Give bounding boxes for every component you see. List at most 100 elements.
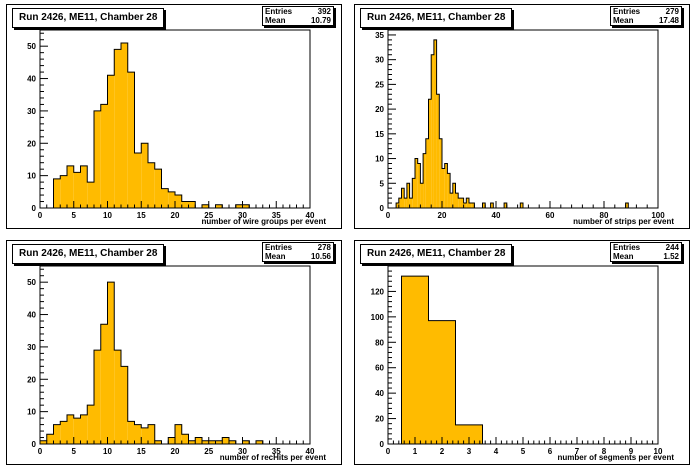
histogram-bar: [134, 424, 142, 444]
x-tick-label: 60: [546, 211, 555, 220]
histogram-bar: [460, 198, 464, 208]
histogram-bar: [442, 168, 445, 208]
x-axis-label: number of recHits per event: [219, 453, 326, 462]
histogram-bar: [73, 418, 81, 444]
histogram-bar: [256, 440, 263, 444]
histogram-bar: [202, 440, 209, 444]
panel-title: Run 2426, ME11, Chamber 28: [12, 244, 165, 264]
histogram-bar: [181, 434, 189, 444]
y-tick-label: 0: [380, 204, 385, 213]
x-tick-label: 8: [602, 447, 607, 456]
mean-value: 17.48: [658, 16, 679, 25]
histogram-bar: [242, 440, 250, 444]
entries-label: Entries: [613, 7, 641, 16]
y-tick-label: 40: [27, 75, 36, 84]
histogram-bar: [490, 203, 494, 208]
histogram-bar: [235, 204, 243, 208]
mean-label: Mean: [613, 16, 634, 25]
x-tick-label: 0: [386, 447, 391, 456]
histogram-bar: [100, 104, 108, 208]
histogram-bar: [452, 183, 456, 208]
y-tick-label: 10: [27, 408, 36, 417]
histogram-bar: [412, 178, 415, 208]
histogram-bar: [455, 193, 459, 208]
histogram-strips: 0 20 40 60 80 100 0 5 10 15 20 25 30 35: [354, 4, 690, 229]
stats-box: Entries 279 Mean 17.48: [610, 6, 682, 26]
x-axis-label: number of strips per event: [573, 217, 674, 226]
y-tick-label: 50: [27, 42, 36, 51]
histogram-bar: [436, 94, 440, 208]
y-tick-label: 40: [27, 311, 36, 320]
x-tick-label: 0: [386, 211, 391, 220]
y-tick-label: 30: [27, 107, 36, 116]
y-tick-label: 100: [371, 313, 385, 322]
histogram-bar: [401, 276, 429, 444]
panel-segments: 0 1 2 3 4 5 6 7 8 9 10 0 20 40 60 80 100 120 Run 2426, ME…: [354, 240, 690, 465]
y-tick-label: 10: [375, 155, 384, 164]
histogram-bar: [60, 421, 67, 444]
histogram-bar: [127, 72, 135, 208]
entries-label: Entries: [265, 7, 293, 16]
histogram-outline: [395, 39, 629, 208]
x-tick-label: 35: [272, 447, 281, 456]
x-tick-label: 25: [204, 447, 213, 456]
y-tick-label: 15: [375, 130, 384, 139]
histogram-bar: [406, 183, 410, 208]
histogram-bar: [141, 427, 148, 444]
x-tick-label: 80: [600, 211, 609, 220]
x-tick-label: 2: [440, 447, 445, 456]
histogram-bar: [141, 143, 148, 208]
histogram-bar: [420, 183, 424, 208]
histogram-outline: [401, 275, 483, 444]
histogram-bar: [431, 54, 434, 208]
histogram-bar: [100, 324, 108, 444]
histogram-bar: [415, 158, 418, 208]
histogram-bar: [80, 165, 88, 208]
x-tick-label: 10: [654, 447, 663, 456]
histogram-bar: [107, 75, 115, 209]
x-tick-label: 3: [467, 447, 472, 456]
histogram-bar: [121, 42, 128, 209]
x-tick-label: 7: [575, 447, 580, 456]
entries-label: Entries: [613, 243, 641, 252]
histogram-bar: [447, 173, 451, 208]
x-tick-label: 100: [651, 211, 665, 220]
pad-frame: [354, 4, 690, 229]
x-tick-label: 15: [137, 447, 146, 456]
x-tick-label: 20: [438, 211, 447, 220]
x-tick-label: 5: [72, 447, 77, 456]
x-tick-label: 4: [494, 447, 499, 456]
y-tick-label: 0: [32, 440, 37, 449]
mean-label: Mean: [613, 252, 634, 261]
histogram-bar: [94, 110, 101, 208]
histogram-bar: [482, 203, 486, 208]
histogram-bar: [121, 366, 128, 444]
histogram-bar: [127, 421, 135, 444]
histogram-bar: [428, 99, 432, 208]
x-tick-label: 15: [137, 211, 146, 220]
mean-value: 10.79: [310, 16, 331, 25]
y-tick-label: 0: [32, 204, 37, 213]
y-tick-label: 50: [27, 278, 36, 287]
y-tick-label: 20: [375, 105, 384, 114]
x-axis-label: number of wire groups per event: [201, 217, 326, 226]
y-tick-label: 80: [375, 338, 384, 347]
histogram-bar: [67, 414, 74, 444]
histogram-bar: [396, 203, 399, 208]
histogram-bar: [458, 198, 461, 208]
entries-value: 244: [665, 243, 679, 252]
histogram-bar: [455, 424, 483, 444]
mean-label: Mean: [265, 16, 286, 25]
histogram-bar: [425, 138, 429, 208]
histogram-bar: [181, 201, 189, 208]
x-tick-label: 20: [171, 211, 180, 220]
x-tick-label: 0: [38, 211, 43, 220]
entries-value: 279: [665, 7, 679, 16]
histogram-bar: [161, 188, 169, 208]
histogram-bar: [417, 163, 421, 208]
histogram-bar: [114, 49, 121, 208]
x-axis-label: number of segments per event: [557, 453, 674, 462]
histogram-bar: [423, 153, 426, 208]
x-tick-label: 1: [413, 447, 418, 456]
histogram-bar: [471, 203, 475, 208]
